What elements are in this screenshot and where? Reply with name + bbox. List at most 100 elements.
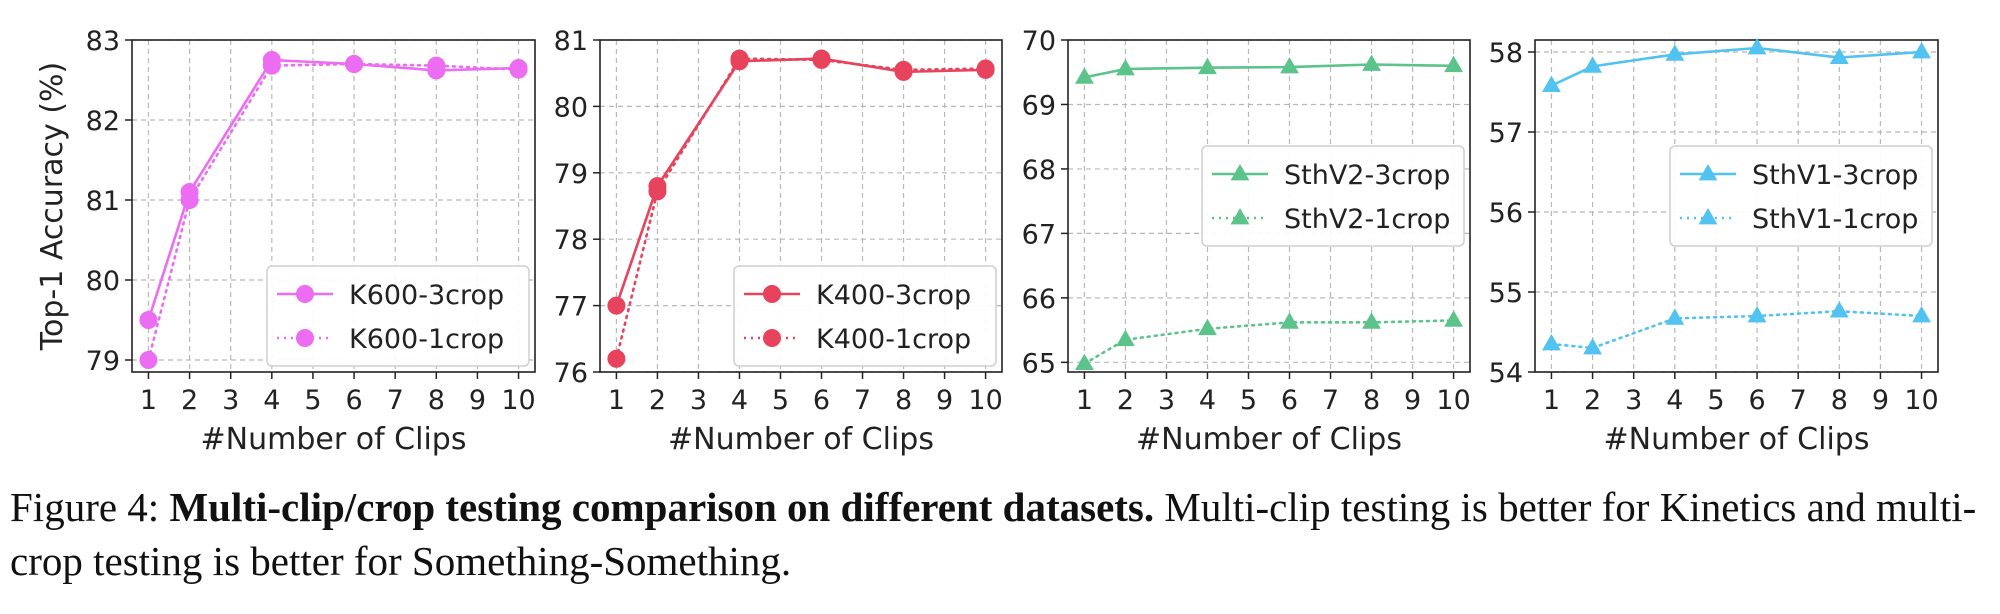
x-tick-label: 9	[469, 385, 486, 416]
x-axis-title: #Number of Clips	[1604, 422, 1870, 457]
caption-bold: Multi-clip/crop testing comparison on di…	[169, 484, 1155, 530]
y-tick-label: 65	[1022, 348, 1056, 379]
legend-marker-1	[763, 329, 781, 347]
caption-label: Figure 4:	[10, 484, 160, 530]
data-point	[427, 56, 446, 75]
x-tick-label: 5	[304, 385, 321, 416]
data-point	[1198, 318, 1217, 336]
data-point	[1444, 310, 1464, 327]
y-tick-label: 78	[554, 225, 588, 256]
data-point	[1362, 312, 1381, 329]
y-tick-label: 66	[1022, 284, 1056, 315]
data-point	[730, 49, 749, 68]
y-tick-label: 76	[554, 358, 588, 389]
x-tick-label: 8	[895, 385, 912, 416]
y-tick-label: 79	[86, 346, 120, 377]
data-point	[1198, 57, 1217, 75]
x-axis-title: #Number of Clips	[1136, 422, 1402, 457]
plot-frame	[1067, 39, 1471, 373]
x-tick-label: 3	[222, 385, 239, 416]
y-tick-label: 79	[554, 159, 588, 190]
y-tick-label: 56	[1489, 198, 1523, 229]
legend-marker-1	[1230, 207, 1250, 225]
legend-label-0: SthV2-3crop	[1284, 160, 1450, 191]
series-line-1	[615, 57, 987, 361]
x-tick-label: 1	[1543, 385, 1560, 416]
data-point	[139, 351, 158, 369]
legend-box	[1201, 145, 1465, 247]
data-point	[607, 296, 626, 315]
data-point	[1444, 55, 1464, 73]
y-tick-label: 54	[1489, 358, 1523, 389]
x-tick-label: 2	[1117, 385, 1134, 416]
x-tick-label: 3	[1625, 385, 1642, 416]
data-point	[1747, 37, 1767, 55]
data-point	[345, 55, 364, 73]
data-point	[1542, 75, 1561, 92]
x-tick-label: 1	[608, 385, 625, 416]
x-tick-label: 5	[772, 385, 789, 416]
plot-frame	[131, 39, 536, 373]
x-tick-label: 3	[1158, 385, 1175, 416]
x-tick-label: 8	[428, 385, 445, 416]
x-tick-label: 5	[1707, 385, 1724, 416]
series-line-1	[1083, 319, 1455, 365]
series-line-0	[615, 57, 987, 307]
legend-marker-1	[296, 329, 314, 347]
legend-marker-1	[1698, 207, 1718, 225]
x-tick-label: 2	[1584, 385, 1601, 416]
data-point	[1665, 308, 1685, 325]
y-tick-label: 81	[86, 186, 120, 217]
data-point	[812, 50, 831, 69]
x-tick-label: 10	[1904, 385, 1938, 416]
data-point	[1665, 44, 1685, 61]
data-point	[1583, 56, 1602, 73]
y-tick-label: 55	[1489, 278, 1523, 309]
figure-caption: Figure 4: Multi-clip/crop testing compar…	[10, 480, 1995, 588]
x-tick-label: 4	[263, 385, 280, 416]
x-tick-label: 4	[1666, 385, 1683, 416]
series-line-1	[147, 62, 520, 362]
x-tick-label: 1	[1076, 385, 1093, 416]
x-tick-label: 6	[1748, 385, 1765, 416]
y-tick-label: 68	[1022, 155, 1056, 186]
y-tick-label: 67	[1022, 219, 1056, 250]
data-point	[1912, 41, 1931, 59]
caption-text: Multi-clip testing is better for Kinetic…	[10, 484, 1977, 584]
x-tick-label: 10	[968, 385, 1002, 416]
x-tick-label: 2	[181, 385, 198, 416]
data-point	[1116, 59, 1135, 76]
x-tick-label: 5	[1240, 385, 1257, 416]
y-tick-label: 82	[86, 106, 120, 137]
legend-box	[1669, 145, 1933, 247]
x-tick-label: 10	[501, 385, 535, 416]
series-line-0	[1550, 46, 1923, 87]
x-tick-label: 2	[649, 385, 666, 416]
data-point	[1074, 67, 1094, 84]
x-tick-label: 4	[1199, 385, 1216, 416]
plot-frame	[599, 39, 1003, 373]
y-tick-label: 80	[554, 92, 588, 123]
y-tick-label: 58	[1489, 38, 1523, 69]
data-point	[648, 182, 667, 201]
legend-marker-0	[763, 285, 781, 303]
x-tick-label: 6	[345, 385, 362, 416]
data-point	[1542, 333, 1561, 351]
x-tick-label: 3	[690, 385, 707, 416]
x-tick-label: 9	[1404, 385, 1421, 416]
data-point	[1280, 312, 1299, 329]
x-tick-label: 4	[731, 385, 748, 416]
data-point	[894, 60, 913, 79]
x-tick-label: 7	[1322, 385, 1339, 416]
y-tick-label: 57	[1489, 118, 1523, 149]
data-point	[1747, 305, 1767, 323]
x-tick-label: 6	[813, 385, 830, 416]
x-axis-title: #Number of Clips	[668, 422, 934, 457]
series-line-0	[147, 58, 520, 322]
x-tick-label: 1	[140, 385, 157, 416]
legend-label-1: SthV2-1crop	[1284, 204, 1450, 235]
data-point	[1829, 47, 1849, 64]
legend-marker-0	[1698, 163, 1718, 181]
data-point	[1280, 57, 1299, 74]
